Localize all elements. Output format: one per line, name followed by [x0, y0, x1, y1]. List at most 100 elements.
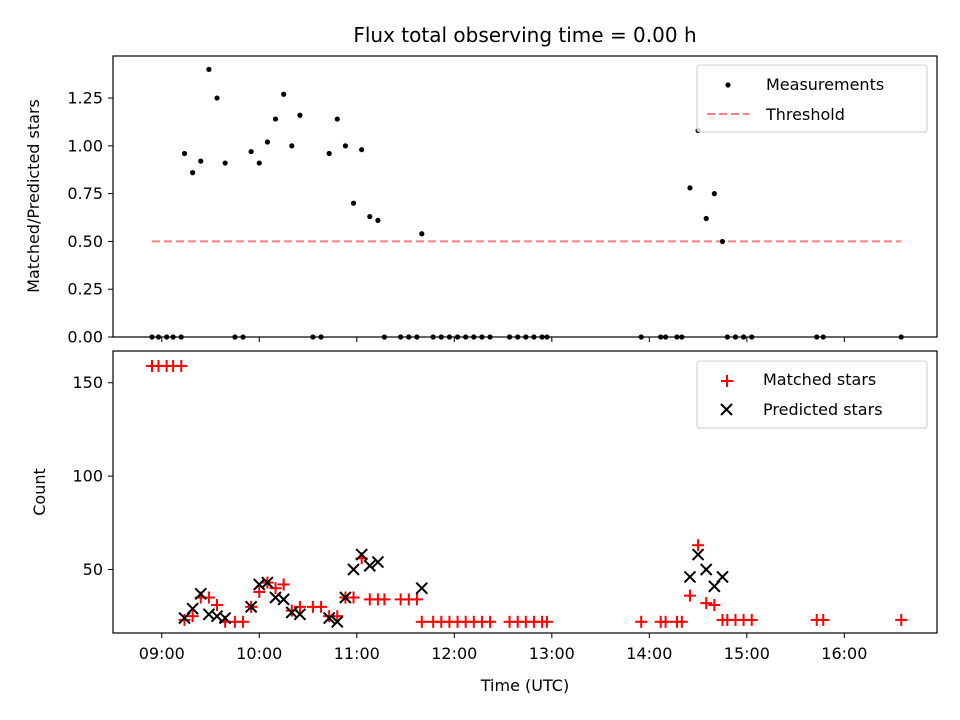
bottom-plot-frame: [112, 350, 938, 634]
measurement-point: [334, 116, 340, 122]
bottom-y-tick-label: 50: [83, 560, 103, 579]
top-y-tick-label: 0.25: [67, 280, 103, 299]
measurement-point: [214, 95, 220, 101]
measurement-point: [719, 238, 726, 245]
bottom-x-tick-label: 10:00: [236, 644, 282, 663]
bottom-y-tick-label: 150: [72, 373, 103, 392]
measurement-point: [181, 150, 188, 157]
matched-star-point: [692, 539, 705, 552]
bottom-x-tick-label: 13:00: [529, 644, 575, 663]
top-legend-box: [696, 64, 928, 133]
bottom-x-tick-label: 09:00: [139, 644, 185, 663]
predicted-star-point: [339, 591, 352, 604]
bottom-marks: [146, 359, 908, 629]
measurement-point: [419, 231, 425, 237]
measurement-point: [248, 148, 254, 155]
predicted-star-point: [261, 576, 274, 589]
top-plot-frame: [112, 55, 938, 338]
top-x-ticks: [161, 337, 845, 342]
legend-predicted-marker: [720, 403, 733, 416]
measurement-point: [272, 116, 279, 122]
predicted-star-point: [371, 555, 385, 569]
matched-star-point: [186, 610, 199, 623]
predicted-star-point: [293, 608, 307, 621]
predicted-star-point: [363, 559, 376, 572]
bottom-y-ticks: 50 100 150: [72, 373, 113, 579]
legend-measurements-label: Measurements: [766, 75, 884, 94]
matched-star-point: [675, 615, 688, 628]
measurement-point: [289, 143, 295, 149]
measurement-point: [222, 160, 228, 166]
measurement-point: [367, 213, 373, 220]
measurement-point: [703, 215, 709, 222]
bottom-x-tick-label: 12:00: [431, 644, 477, 663]
matched-star-point: [277, 578, 290, 591]
matched-star-point: [415, 615, 428, 628]
matched-star-point: [293, 600, 306, 613]
top-y-ticks: 0.00 0.25 0.50 0.75 1.00 1.25: [67, 89, 113, 347]
bottom-x-tick-label: 15:00: [724, 644, 770, 663]
bottom-y-tick-label: 100: [72, 467, 103, 486]
matched-star-point: [635, 615, 648, 628]
predicted-star-point: [218, 611, 232, 625]
top-y-tick-label: 0.75: [67, 184, 103, 203]
measurement-point: [375, 217, 381, 223]
matched-star-point: [211, 598, 224, 611]
predicted-star-point: [186, 602, 199, 615]
predicted-star-point: [415, 581, 429, 595]
bottom-y-axis-label: Count: [30, 468, 49, 516]
top-panel: 0.00 0.25 0.50 0.75 1.00 1.25 Matched/Predict…: [24, 55, 938, 347]
matched-star-point: [895, 613, 908, 626]
measurement-point: [198, 158, 204, 164]
legend-matched-label: Matched stars: [763, 370, 876, 389]
matched-star-point: [175, 359, 188, 372]
measurement-point: [711, 191, 717, 197]
measurement-point: [297, 112, 303, 118]
predicted-star-point: [322, 611, 336, 625]
bottom-x-tick-label: 11:00: [334, 644, 380, 663]
predicted-star-point: [347, 563, 360, 576]
predicted-star-point: [716, 570, 729, 584]
top-y-axis-label: Matched/Predicted stars: [24, 99, 43, 293]
top-y-tick-label: 0.50: [67, 232, 103, 251]
measurement-point: [190, 170, 196, 176]
measurement-point: [350, 200, 357, 206]
matched-star-point: [540, 615, 553, 628]
matched-star-point: [817, 613, 830, 626]
predicted-star-point: [683, 570, 697, 584]
bottom-x-axis-label: Time (UTC): [480, 676, 569, 695]
matched-star-point: [253, 585, 266, 598]
legend-predicted-label: Predicted stars: [763, 400, 883, 419]
bottom-x-tick-label: 16:00: [821, 644, 867, 663]
bottom-x-tick-label: 14:00: [626, 644, 672, 663]
predicted-star-point: [700, 563, 713, 576]
top-legend: Measurements Threshold: [696, 64, 928, 133]
matched-star-point: [331, 610, 344, 623]
predicted-star-point: [277, 593, 290, 606]
legend-measurements-marker: [725, 82, 731, 88]
measurement-point: [264, 139, 270, 145]
predicted-star-point: [194, 587, 207, 600]
matched-star-point: [410, 593, 423, 606]
top-y-tick-label: 1.25: [67, 89, 103, 108]
measurement-point: [281, 91, 287, 97]
matched-star-point: [708, 598, 721, 611]
measurement-point: [326, 150, 332, 157]
bottom-panel: 50 100 150 09:00 10:00 11:00 12:00 13:00 14:00 1…: [30, 350, 938, 695]
measurement-point: [359, 147, 365, 153]
predicted-star-point: [691, 548, 705, 561]
top-marks: [149, 66, 904, 340]
measurement-point: [342, 143, 349, 149]
predicted-star-point: [244, 600, 258, 614]
legend-threshold-label: Threshold: [765, 105, 845, 124]
legend-matched-marker: [721, 375, 733, 387]
measurement-point: [206, 66, 212, 72]
matched-star-point: [659, 615, 672, 628]
matched-star-point: [484, 615, 497, 628]
matched-star-point: [378, 593, 391, 606]
top-y-tick-label: 1.00: [67, 136, 103, 155]
predicted-star-point: [355, 548, 368, 561]
matched-star-point: [683, 589, 696, 602]
predicted-star-point: [331, 615, 344, 629]
